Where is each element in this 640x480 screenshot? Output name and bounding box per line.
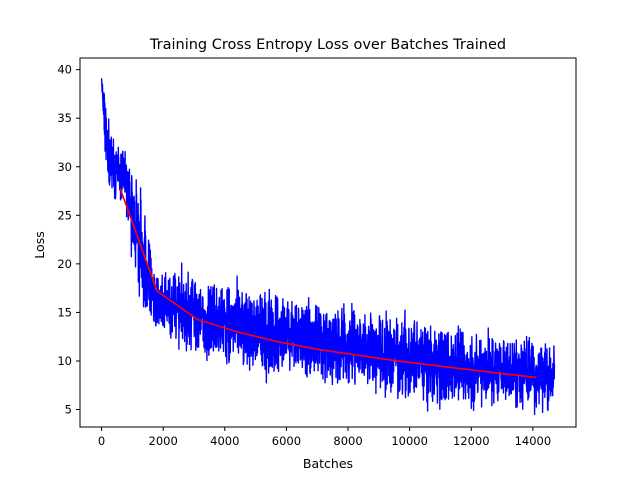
y-tick-label: 20 bbox=[57, 257, 72, 271]
x-tick-label: 0 bbox=[98, 434, 105, 448]
x-tick-label: 12000 bbox=[453, 434, 490, 448]
x-tick-label: 2000 bbox=[149, 434, 178, 448]
y-tick-label: 10 bbox=[57, 354, 72, 368]
chart-title: Training Cross Entropy Loss over Batches… bbox=[149, 37, 506, 53]
plot-frame bbox=[79, 57, 577, 428]
x-tick-label: 4000 bbox=[210, 434, 239, 448]
x-tick-label: 8000 bbox=[333, 434, 362, 448]
x-axis-label: Batches bbox=[303, 456, 353, 471]
axes: 0 2000 4000 6000 8000 10000 12000 14000 5 10 15 20 2… bbox=[57, 57, 577, 448]
y-tick-label: 25 bbox=[57, 208, 72, 222]
y-tick-label: 40 bbox=[57, 63, 72, 77]
x-tick-label: 6000 bbox=[272, 434, 301, 448]
plot-area bbox=[100, 78, 556, 416]
x-tick-label: 10000 bbox=[391, 434, 428, 448]
x-tick-label: 14000 bbox=[515, 434, 552, 448]
y-axis-label: Loss bbox=[32, 231, 47, 258]
y-tick-label: 15 bbox=[57, 305, 72, 319]
raw-loss-line bbox=[100, 78, 556, 416]
y-tick-label: 30 bbox=[57, 160, 72, 174]
y-tick-label: 5 bbox=[65, 403, 72, 417]
y-tick-label: 35 bbox=[57, 111, 72, 125]
